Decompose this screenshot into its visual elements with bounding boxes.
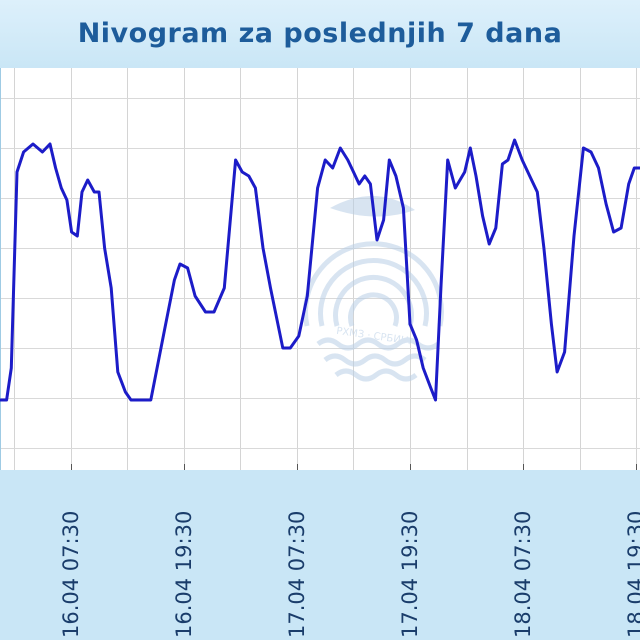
x-tick-label: 16.04 19:30 xyxy=(172,510,196,638)
chart-title: Nivogram za poslednjih 7 dana xyxy=(77,17,563,49)
grid-horizontal xyxy=(0,98,640,449)
x-tick-label: 18.04 07:30 xyxy=(511,510,535,638)
x-axis-band xyxy=(0,470,640,640)
chart-title-bar: Nivogram za poslednjih 7 dana xyxy=(0,0,640,72)
series-line-nivo xyxy=(0,138,640,402)
x-tick-label: 18.04 19:30 xyxy=(624,510,640,638)
series-layer xyxy=(0,138,640,402)
grid-vertical xyxy=(14,68,637,470)
x-tick-label: 17.04 19:30 xyxy=(398,510,422,638)
plot-area: РХМЗ · СРБИЈА xyxy=(0,68,640,470)
x-tick-label: 16.04 07:30 xyxy=(59,510,83,638)
x-tick-label: 17.04 07:30 xyxy=(285,510,309,638)
